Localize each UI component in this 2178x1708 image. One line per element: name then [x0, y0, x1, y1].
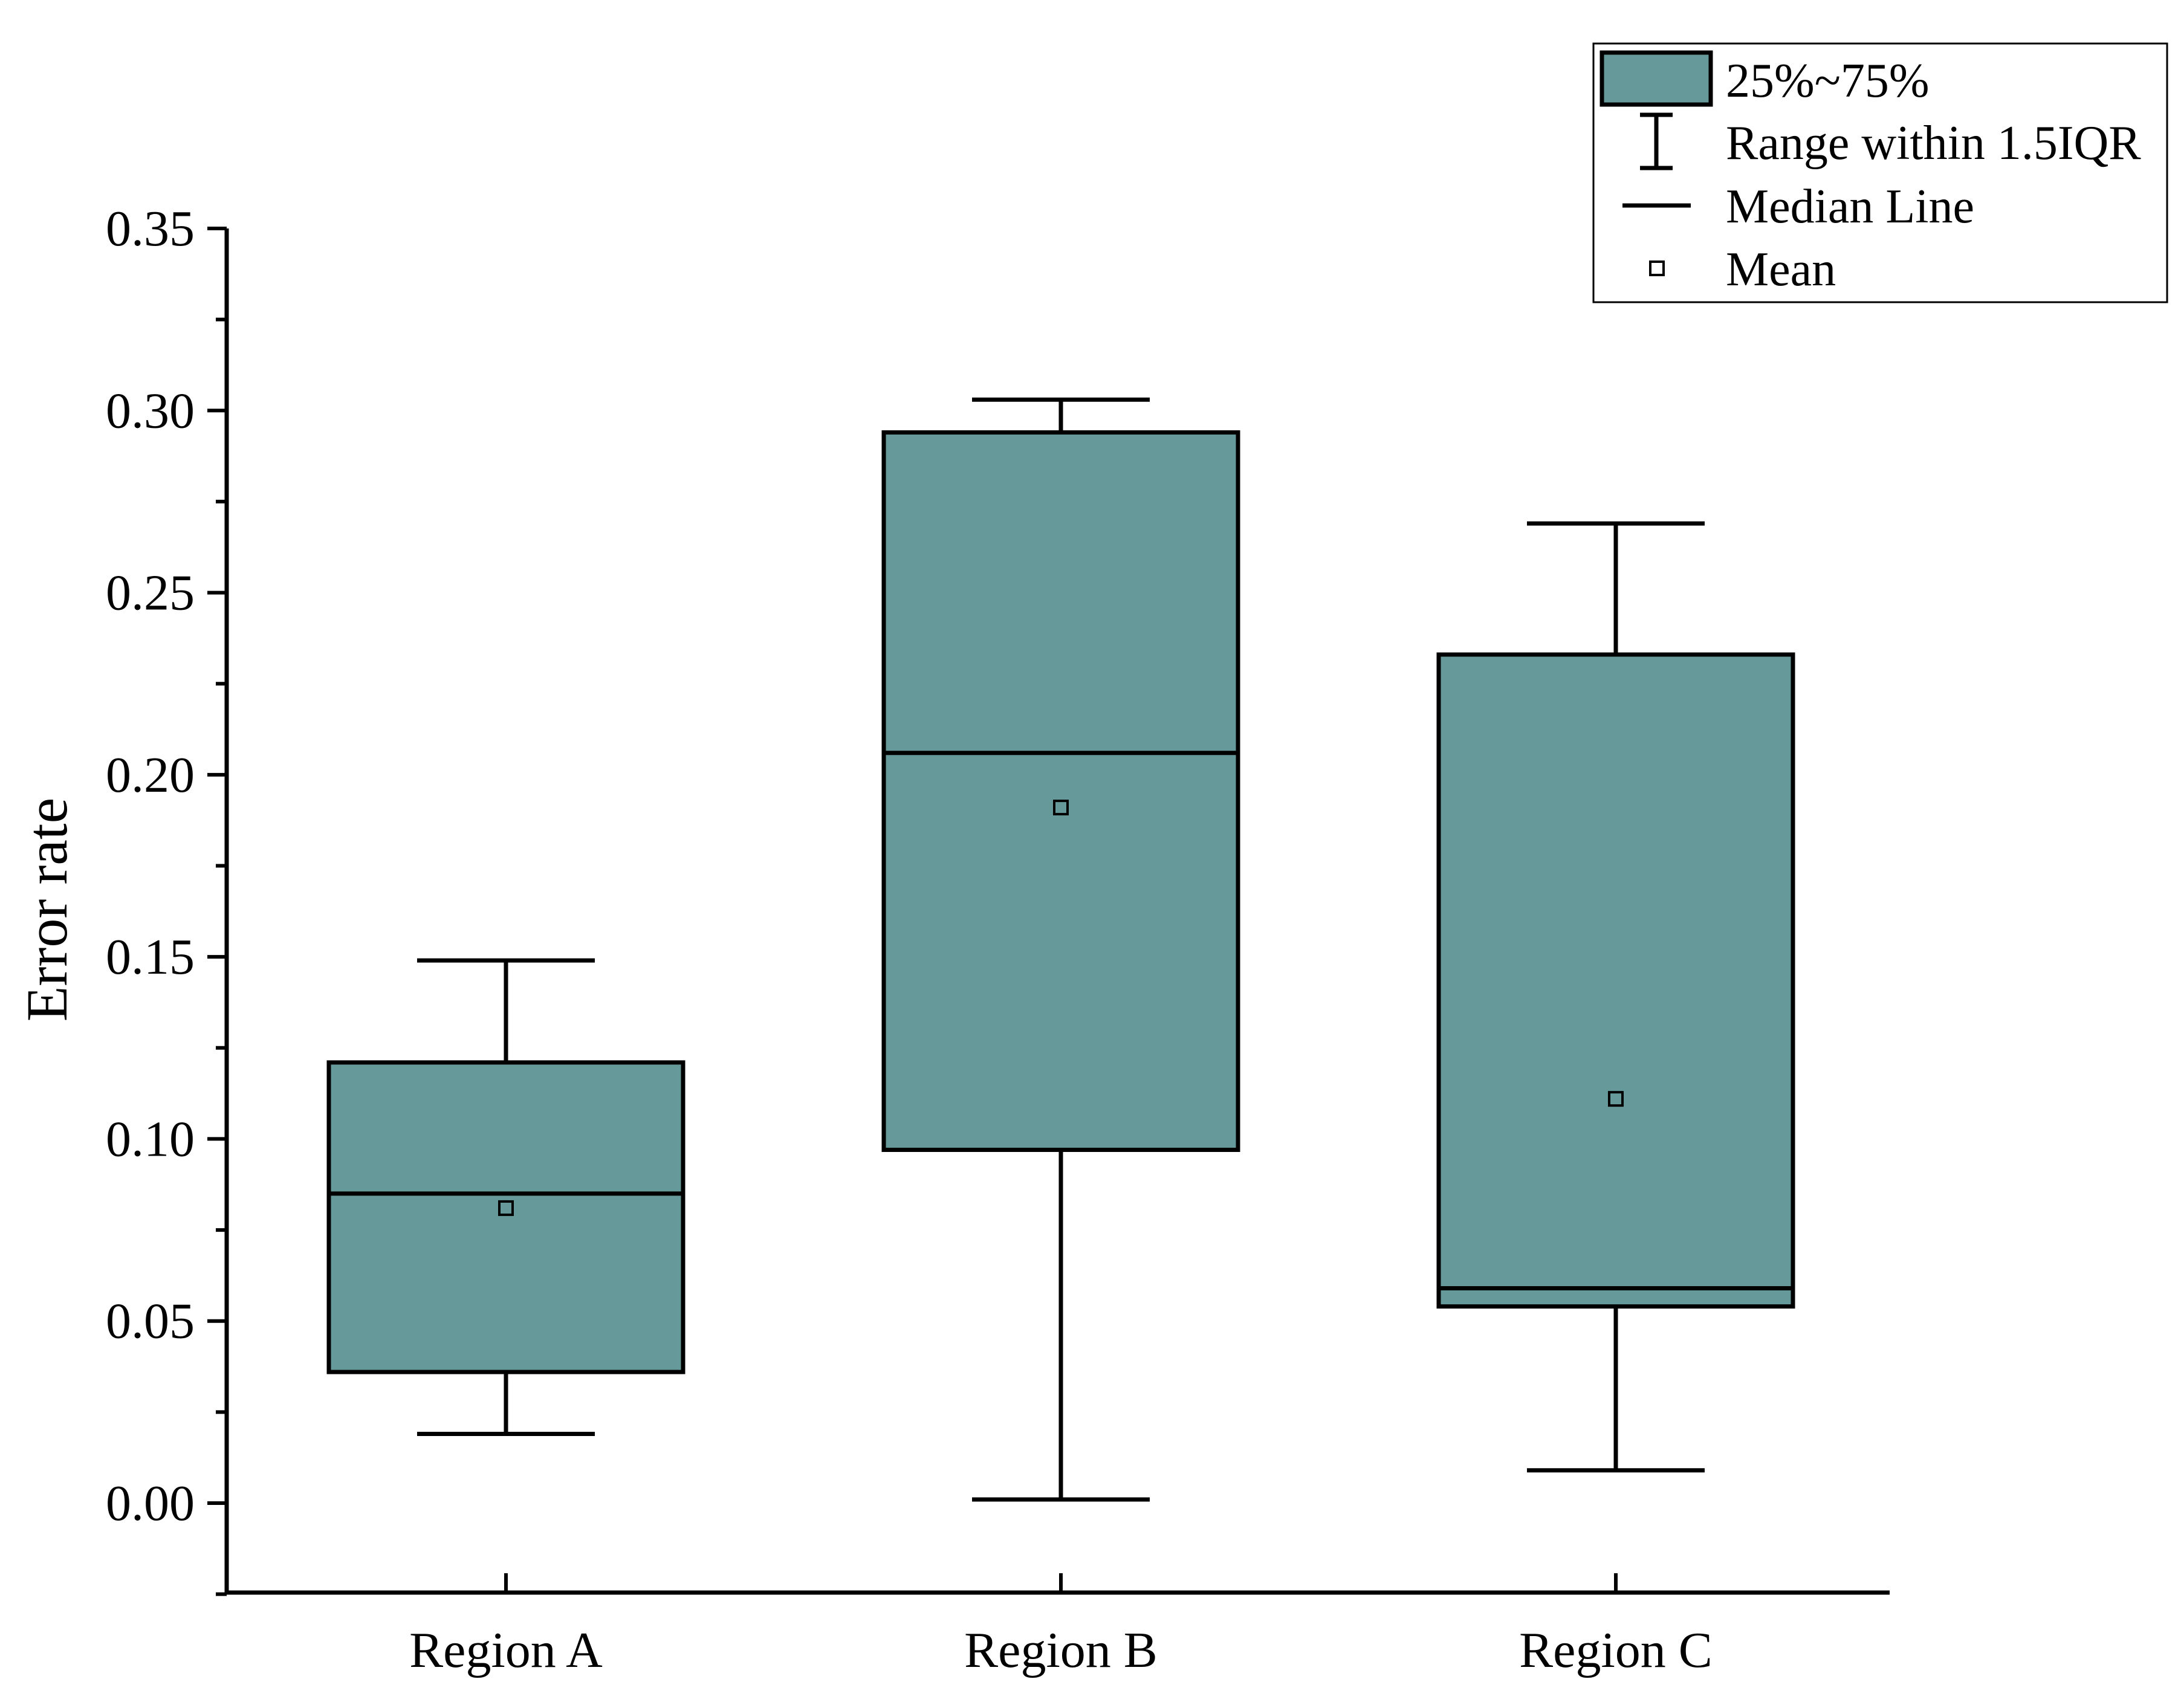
y-tick-label: 0.05: [106, 1293, 195, 1350]
y-tick-label: 0.25: [106, 565, 195, 621]
legend-label-median: Median Line: [1726, 180, 1974, 233]
boxes-layer: [326, 397, 1795, 1502]
y-tick-label: 0.15: [106, 929, 195, 985]
y-tick-label: 0.20: [106, 747, 195, 803]
y-tick-label: 0.00: [106, 1475, 195, 1532]
mean-marker-icon: [1649, 260, 1665, 276]
box-group: [326, 958, 685, 1437]
x-tick-label: Region A: [409, 1622, 603, 1678]
y-tick-label: 0.10: [106, 1111, 195, 1167]
y-tick-label: 0.35: [106, 201, 195, 257]
legend: 25%~75% Range within 1.5IQR Median Line …: [1592, 42, 2168, 303]
mean-marker: [498, 1200, 514, 1216]
iqr-box: [326, 1060, 685, 1374]
box-group: [1436, 521, 1795, 1473]
legend-label-mean: Mean: [1726, 243, 1836, 296]
mean-marker: [1608, 1091, 1624, 1107]
legend-label-range: Range within 1.5IQR: [1726, 117, 2141, 170]
legend-label-iqr: 25%~75%: [1726, 54, 1930, 108]
mean-marker: [1053, 800, 1069, 816]
x-tick-label: Region C: [1519, 1622, 1713, 1678]
x-tick-label: Region B: [964, 1622, 1158, 1678]
iqr-box: [881, 430, 1240, 1153]
y-axis-label: Error rate: [15, 798, 79, 1021]
y-tick-label: 0.30: [106, 383, 195, 439]
box-group: [881, 397, 1240, 1502]
whisker-range-icon: [1640, 112, 1673, 170]
axis-labels-layer: Error rate 0.00 0.05 0.10 0.15 0.20 0.25 0.30 0…: [15, 201, 1713, 1678]
box-swatch-icon: [1599, 50, 1713, 107]
axes-layer: [224, 228, 1890, 1595]
iqr-box: [1436, 652, 1795, 1309]
